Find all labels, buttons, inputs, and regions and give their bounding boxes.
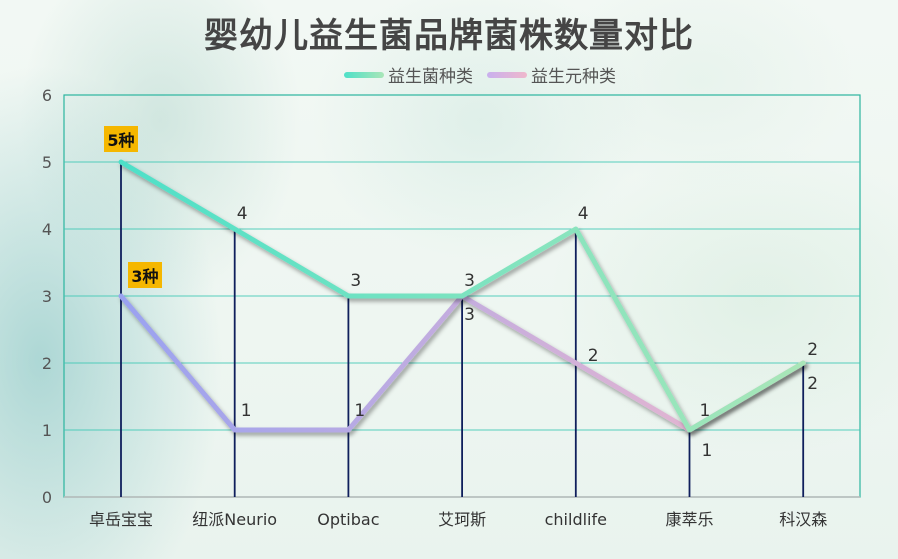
data-label-prebiotic: 1 <box>354 401 365 421</box>
legend: 益生菌种类 益生元种类 <box>344 62 630 87</box>
chart-title: 婴幼儿益生菌品牌菌株数量对比 <box>204 16 694 56</box>
legend-label-prebiotic: 益生元种类 <box>531 67 616 87</box>
data-label-probiotic: 4 <box>237 204 248 224</box>
x-tick-label: 科汉森 <box>779 510 827 529</box>
x-tick-label: 卓岳宝宝 <box>89 510 153 529</box>
data-label-probiotic: 2 <box>807 340 818 360</box>
x-tick-label: 艾珂斯 <box>438 510 486 529</box>
legend-swatch-probiotic <box>344 71 384 78</box>
x-tick-label: Optibac <box>317 510 379 529</box>
series-line-probiotic <box>118 159 806 433</box>
x-tick-label: childlife <box>545 510 607 529</box>
legend-swatch-prebiotic <box>487 71 527 78</box>
data-label-prebiotic: 1 <box>241 401 252 421</box>
data-label-probiotic: 3 <box>464 271 475 291</box>
data-label-prebiotic: 2 <box>807 374 818 394</box>
data-label-prebiotic: 2 <box>588 346 599 366</box>
y-tick-label: 2 <box>42 354 52 373</box>
data-label-prebiotic: 3 <box>464 305 475 325</box>
y-tick-label: 0 <box>42 488 52 507</box>
data-label-probiotic-badge: 5种 <box>104 126 138 152</box>
x-tick-label: 康萃乐 <box>665 510 713 529</box>
legend-item-probiotic[interactable]: 益生菌种类 <box>344 62 473 87</box>
y-tick-label: 5 <box>42 153 52 172</box>
data-label-prebiotic: 1 <box>702 441 713 461</box>
badge-bg <box>128 262 162 288</box>
badge-text: 3种 <box>131 267 158 286</box>
data-label-probiotic: 4 <box>578 204 589 224</box>
data-label-probiotic: 3 <box>350 271 361 291</box>
y-tick-label: 6 <box>42 86 52 105</box>
legend-item-prebiotic[interactable]: 益生元种类 <box>487 62 616 87</box>
data-label-prebiotic-badge: 3种 <box>128 262 162 288</box>
badge-bg <box>104 126 138 152</box>
y-tick-label: 3 <box>42 287 52 306</box>
y-tick-label: 4 <box>42 220 52 239</box>
y-tick-label: 1 <box>42 421 52 440</box>
legend-label-probiotic: 益生菌种类 <box>388 67 473 87</box>
x-tick-label: 纽派Neurio <box>192 510 277 529</box>
data-label-probiotic: 1 <box>700 401 711 421</box>
badge-text: 5种 <box>107 131 134 150</box>
